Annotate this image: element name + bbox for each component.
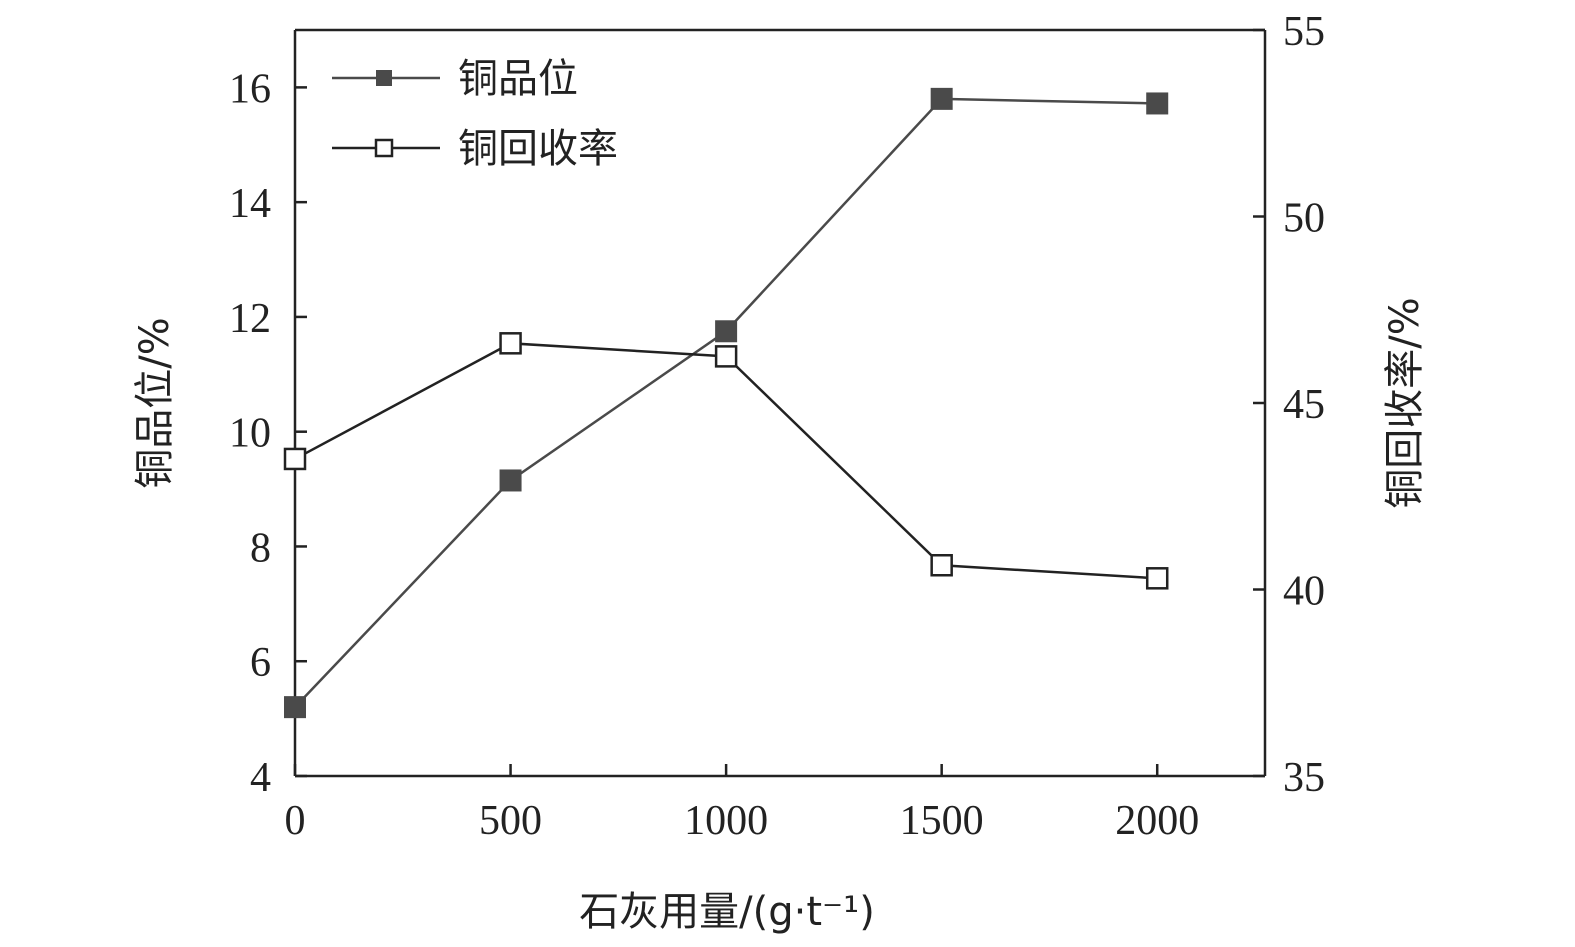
y-left-tick-label: 16 xyxy=(229,66,271,112)
y-right-tick-label: 35 xyxy=(1283,755,1325,801)
y-left-tick-label: 6 xyxy=(250,640,271,686)
legend-label-recovery: 铜回收率 xyxy=(458,126,618,172)
right-axis-ticks: 35 40 45 50 55 xyxy=(1253,9,1325,801)
y-left-tick-label: 14 xyxy=(229,181,271,227)
data-point-copper-grade xyxy=(499,469,522,492)
data-point-copper-recovery xyxy=(1145,567,1169,590)
x-tick-label: 1500 xyxy=(900,798,984,844)
data-point-copper-grade xyxy=(930,87,953,110)
data-point-copper-grade xyxy=(715,320,738,343)
y-right-tick-label: 55 xyxy=(1283,9,1325,55)
y-right-tick-label: 50 xyxy=(1283,196,1325,242)
x-tick-label: 500 xyxy=(479,798,542,844)
x-axis-ticks: 0 500 1000 1500 2000 xyxy=(285,764,1199,844)
legend-marker-grade xyxy=(376,70,392,86)
data-point-copper-grade xyxy=(284,696,306,719)
y-right-tick-label: 45 xyxy=(1283,382,1325,428)
y-axis-title-right: 铜回收率/% xyxy=(1382,297,1428,508)
y-left-tick-label: 10 xyxy=(229,411,271,457)
x-tick-label: 1000 xyxy=(684,798,768,844)
y-right-tick-label: 40 xyxy=(1283,569,1325,615)
legend: 铜品位 铜回收率 xyxy=(332,56,618,172)
y-left-tick-label: 8 xyxy=(250,525,271,571)
x-tick-label: 2000 xyxy=(1115,798,1199,844)
data-point-copper-recovery xyxy=(283,447,307,471)
x-axis-title: 石灰用量/(g·t⁻¹) xyxy=(579,889,875,935)
series-line-copper-recovery xyxy=(294,342,1158,580)
data-point-copper-recovery xyxy=(499,332,522,355)
left-axis-ticks: 4 6 8 10 12 14 16 xyxy=(229,66,307,801)
series-line-copper-grade xyxy=(294,97,1158,708)
y-left-tick-label: 4 xyxy=(250,755,271,801)
legend-marker-recovery xyxy=(374,138,394,158)
data-point-copper-grade xyxy=(1146,92,1169,115)
data-point-copper-recovery xyxy=(714,345,738,368)
series-layer xyxy=(283,87,1169,719)
y-left-tick-label: 12 xyxy=(229,296,271,342)
x-tick-label: 0 xyxy=(285,798,306,844)
y-axis-title-left: 铜品位/% xyxy=(132,317,178,488)
data-point-copper-recovery xyxy=(930,554,953,577)
legend-label-grade: 铜品位 xyxy=(458,56,578,102)
